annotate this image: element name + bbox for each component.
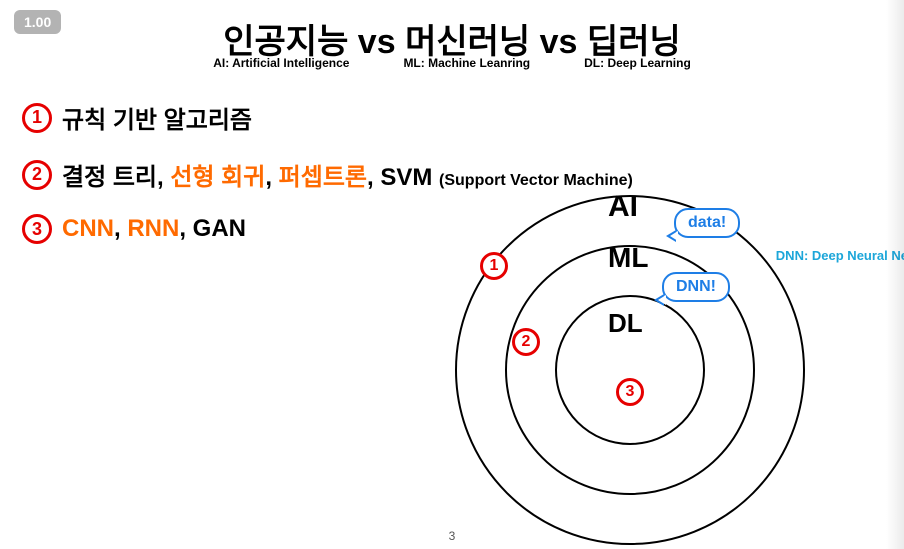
bullet-row-2: 2 결정 트리, 선형 회귀, 퍼셉트론, SVM (Support Vecto… [22, 157, 633, 192]
slide-stage: 1.00 인공지능 vs 머신러닝 vs 딥러닝 AI: Artificial … [0, 0, 904, 549]
ring-num-1: 1 [480, 252, 508, 280]
ring-label-ml: ML [608, 242, 648, 274]
venn-diagram: AI ML DL 1 2 3 data! DNN! [430, 190, 830, 549]
subtitle-ai: AI: Artificial Intelligence [213, 56, 349, 70]
bubble-dnn: DNN! [662, 272, 730, 302]
bullet2-part2: , [265, 164, 278, 191]
ring-label-dl: DL [608, 308, 643, 339]
bullet3-part3: , GAN [179, 215, 246, 242]
ring-num-2: 2 [512, 328, 540, 356]
bullet3-part0: CNN [62, 215, 114, 242]
bullet-num-3: 3 [22, 214, 52, 244]
bullet-row-1: 1 규칙 기반 알고리즘 [22, 100, 633, 135]
bullet2-paren: (Support Vector Machine) [439, 172, 633, 189]
page-number: 3 [0, 529, 904, 543]
subtitle-row: AI: Artificial Intelligence ML: Machine … [0, 56, 904, 70]
bullet-num-1: 1 [22, 103, 52, 133]
subtitle-ml: ML: Machine Leanring [403, 56, 530, 70]
bubble-dnn-tail-fill [658, 295, 666, 305]
bubble-data-text: data! [688, 214, 726, 231]
bullet-num-2: 2 [22, 160, 52, 190]
bullet2-part4: , SVM [367, 164, 439, 191]
bubble-dnn-text: DNN! [676, 278, 716, 295]
ring-label-ai: AI [608, 190, 638, 224]
bullet1-part0: 규칙 기반 알고리즘 [62, 107, 252, 134]
bubble-data-tail-fill [670, 231, 678, 241]
right-edge-shadow [886, 0, 904, 549]
bullet2-part0: 결정 트리, [62, 164, 170, 191]
ring-num-3: 3 [616, 378, 644, 406]
bubble-data: data! [674, 208, 740, 238]
side-note-dnn: DNN: Deep Neural Ne [776, 248, 904, 263]
bullet2-part1: 선형 회귀 [170, 164, 265, 191]
subtitle-dl: DL: Deep Learning [584, 56, 691, 70]
bullet3-part2: RNN [127, 215, 179, 242]
bullet2-part3: 퍼셉트론 [279, 164, 367, 191]
bullet3-part1: , [114, 215, 127, 242]
